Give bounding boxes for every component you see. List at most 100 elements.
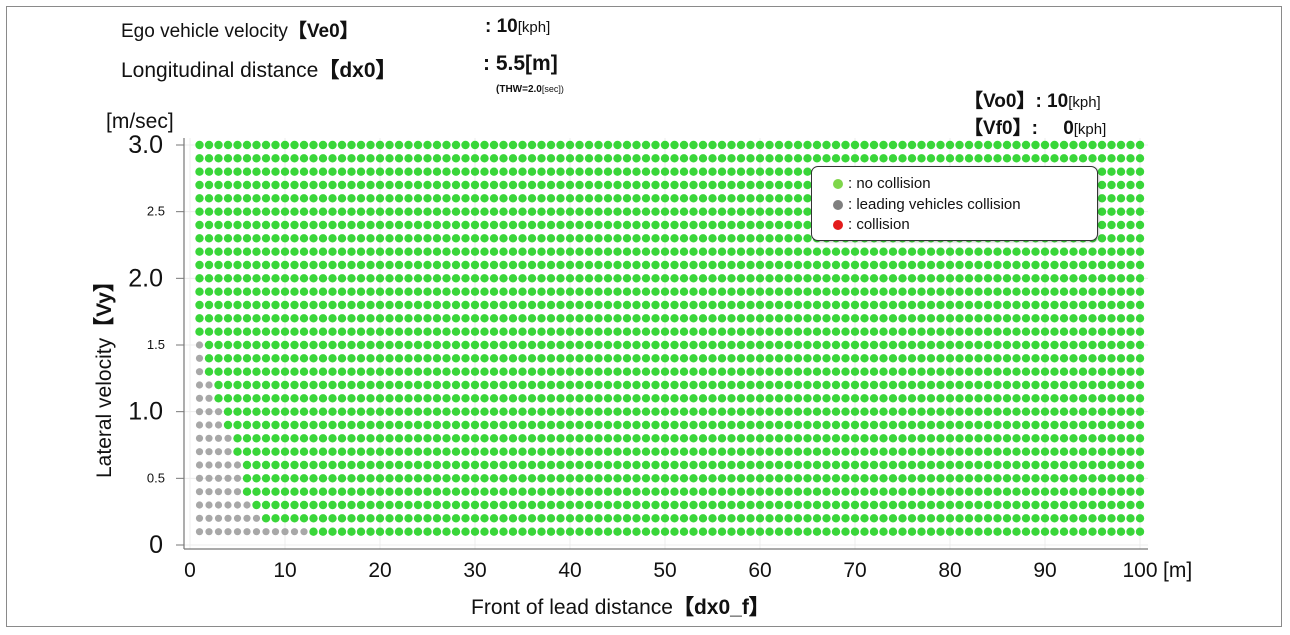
point-no-collision xyxy=(879,487,888,496)
point-no-collision xyxy=(1021,247,1031,256)
point-no-collision xyxy=(860,287,869,296)
point-no-collision xyxy=(983,500,993,510)
point-no-collision xyxy=(746,500,755,510)
point-no-collision xyxy=(214,154,223,163)
point-no-collision xyxy=(793,474,803,483)
point-no-collision xyxy=(803,207,812,216)
point-no-collision xyxy=(698,340,708,350)
point-no-collision xyxy=(347,500,356,510)
point-no-collision xyxy=(432,220,442,230)
point-no-collision xyxy=(508,154,518,163)
point-no-collision xyxy=(575,367,584,376)
point-no-collision xyxy=(1021,380,1031,390)
point-leading-collision xyxy=(205,421,213,429)
point-no-collision xyxy=(451,514,461,523)
point-no-collision xyxy=(803,314,812,323)
point-no-collision xyxy=(261,514,271,523)
point-no-collision xyxy=(831,527,841,536)
point-no-collision xyxy=(1097,420,1107,430)
point-no-collision xyxy=(831,247,841,256)
point-no-collision xyxy=(803,234,812,243)
point-no-collision xyxy=(594,194,603,203)
point-no-collision xyxy=(413,180,423,190)
point-no-collision xyxy=(622,234,632,243)
point-no-collision xyxy=(755,380,765,390)
point-no-collision xyxy=(746,314,755,323)
point-no-collision xyxy=(727,354,736,363)
point-no-collision xyxy=(594,154,603,163)
point-no-collision xyxy=(698,487,708,496)
point-no-collision xyxy=(556,274,565,283)
point-no-collision xyxy=(765,247,774,256)
point-no-collision xyxy=(660,460,670,470)
point-no-collision xyxy=(1021,140,1031,150)
point-no-collision xyxy=(366,420,375,430)
point-no-collision xyxy=(746,274,755,283)
point-no-collision xyxy=(499,474,508,483)
point-no-collision xyxy=(1050,407,1059,416)
point-no-collision xyxy=(299,260,309,270)
point-no-collision xyxy=(442,314,451,323)
point-no-collision xyxy=(755,474,765,483)
point-no-collision xyxy=(708,140,717,150)
point-no-collision xyxy=(1012,447,1021,456)
point-no-collision xyxy=(470,194,480,203)
point-no-collision xyxy=(1135,500,1145,510)
point-no-collision xyxy=(1135,527,1145,536)
point-no-collision xyxy=(1126,327,1135,336)
point-no-collision xyxy=(252,234,261,243)
point-no-collision xyxy=(366,514,375,523)
point-no-collision xyxy=(850,354,860,363)
point-no-collision xyxy=(432,300,442,310)
point-no-collision xyxy=(594,460,603,470)
point-no-collision xyxy=(727,194,736,203)
point-no-collision xyxy=(1126,367,1135,376)
point-no-collision xyxy=(679,527,689,536)
point-no-collision xyxy=(556,300,565,310)
point-no-collision xyxy=(432,287,442,296)
x-tick-label: 0 xyxy=(184,559,196,582)
point-no-collision xyxy=(974,140,983,150)
point-no-collision xyxy=(432,340,442,350)
point-no-collision xyxy=(518,300,527,310)
point-no-collision xyxy=(993,500,1002,510)
point-no-collision xyxy=(1031,474,1040,483)
point-no-collision xyxy=(252,167,261,176)
point-no-collision xyxy=(451,300,461,310)
point-no-collision xyxy=(1088,274,1097,283)
point-no-collision xyxy=(1078,420,1088,430)
point-leading-collision xyxy=(205,474,213,482)
point-no-collision xyxy=(983,514,993,523)
point-no-collision xyxy=(537,527,546,536)
point-no-collision xyxy=(993,274,1002,283)
vo0-key: 【Vo0】 xyxy=(964,91,1036,112)
point-no-collision xyxy=(271,194,280,203)
point-no-collision xyxy=(907,287,917,296)
point-no-collision xyxy=(309,460,318,470)
point-no-collision xyxy=(603,500,613,510)
point-no-collision xyxy=(784,367,793,376)
point-no-collision xyxy=(537,207,546,216)
point-no-collision xyxy=(793,260,803,270)
point-no-collision xyxy=(708,180,717,190)
point-no-collision xyxy=(841,340,850,350)
point-no-collision xyxy=(1012,527,1021,536)
point-no-collision xyxy=(727,167,736,176)
point-no-collision xyxy=(290,354,299,363)
point-no-collision xyxy=(508,500,518,510)
point-no-collision xyxy=(822,260,831,270)
point-no-collision xyxy=(1107,260,1116,270)
point-no-collision xyxy=(774,287,784,296)
point-no-collision xyxy=(1097,167,1107,176)
point-no-collision xyxy=(850,154,860,163)
point-no-collision xyxy=(1059,474,1069,483)
point-no-collision xyxy=(1050,380,1059,390)
point-no-collision xyxy=(708,474,717,483)
point-no-collision xyxy=(413,194,423,203)
point-no-collision xyxy=(698,527,708,536)
point-no-collision xyxy=(499,434,508,443)
point-no-collision xyxy=(660,194,670,203)
point-no-collision xyxy=(955,407,964,416)
point-no-collision xyxy=(461,474,470,483)
point-no-collision xyxy=(489,514,499,523)
